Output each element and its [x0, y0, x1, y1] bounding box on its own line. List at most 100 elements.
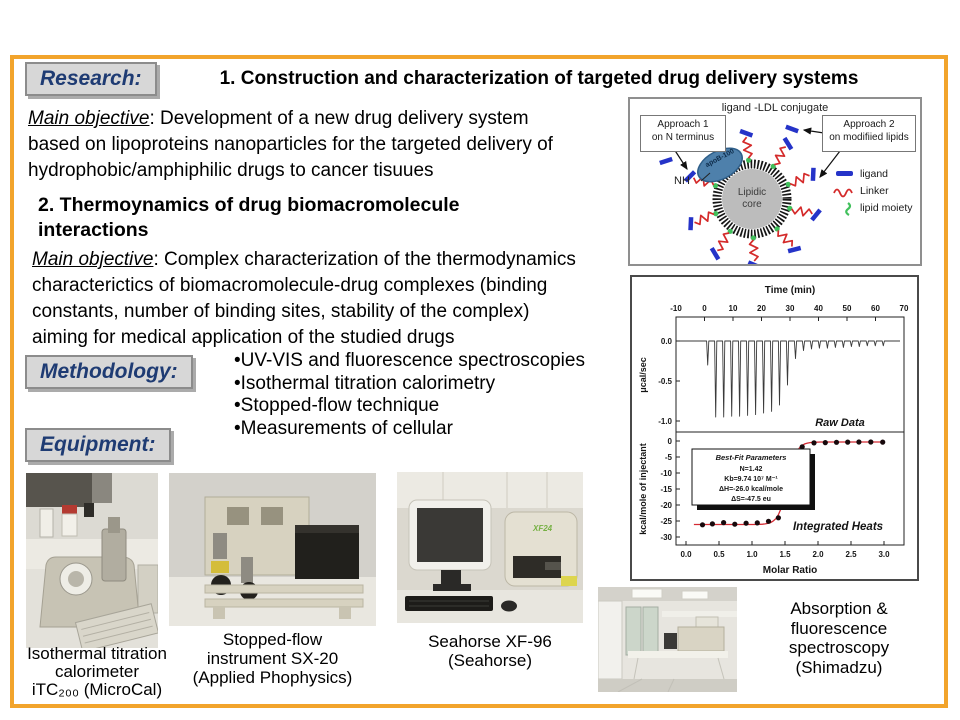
svg-text:Best-Fit Parameters: Best-Fit Parameters [716, 453, 787, 462]
methodology-item: Stopped-flow technique [234, 395, 585, 418]
objective-2: Main objective: Complex characterization… [32, 247, 576, 351]
section-2-title: 2. Thermoynamics of drug biomacromolecul… [38, 193, 460, 243]
objective-1-line: based on lipoproteins nanoparticles for … [28, 134, 553, 155]
objective-1-lead: Main objective [28, 108, 150, 129]
svg-text:Raw Data: Raw Data [815, 417, 865, 429]
objective-2-text: : Complex characterization of the thermo… [153, 249, 576, 270]
methodology-label-box: Methodology: [25, 355, 193, 389]
objective-1-line: hydrophobic/amphiphilic drugs to cancer … [28, 160, 434, 181]
svg-text:50: 50 [843, 304, 852, 313]
caption-line: Absorption & [790, 599, 888, 618]
methodology-item: Measurements of cellular [234, 418, 585, 441]
section-2-line: interactions [38, 219, 149, 241]
caption-line: spectroscopy [788, 638, 890, 657]
svg-text:0.0: 0.0 [680, 550, 692, 559]
svg-text:-10: -10 [670, 304, 682, 313]
objective-1-line: Main objective: Development of a new dru… [28, 106, 553, 132]
objective-1-text: : Development of a new drug delivery sys… [149, 108, 529, 129]
itc-chart-panel: Time (min) -10 0 10 20 30 40 50 60 70 0.0 -0.5 -1.0 μ… [630, 275, 919, 581]
page-title: 1. Construction and characterization of … [219, 68, 859, 89]
approach-1-line: Approach 1 [657, 119, 709, 130]
approach-2-line: Approach 2 [843, 119, 895, 130]
svg-text:3.0: 3.0 [878, 550, 890, 559]
svg-text:2.5: 2.5 [845, 550, 857, 559]
stopped-flow-caption: Stopped-flow instrument SX-20 (Applied P… [169, 630, 376, 687]
svg-text:2.0: 2.0 [812, 550, 824, 559]
equipment-label-box: Equipment: [25, 428, 171, 462]
ldl-diagram-title: ligand -LDL conjugate [721, 102, 829, 114]
objective-2-line: constants, number of binding sites, stab… [32, 301, 530, 322]
svg-text:30: 30 [786, 304, 795, 313]
nh-label: NH [674, 175, 690, 187]
svg-text:Kb=9.74 10⁷ M⁻¹: Kb=9.74 10⁷ M⁻¹ [724, 476, 778, 483]
caption-line: instrument SX-20 [206, 649, 339, 668]
svg-text:40: 40 [814, 304, 823, 313]
svg-text:ΔH=-26.0 kcal/mole: ΔH=-26.0 kcal/mole [719, 486, 783, 493]
svg-text:μcal/sec: μcal/sec [638, 357, 648, 393]
objective-2-line: Main objective: Complex characterization… [32, 247, 576, 273]
ldl-diagram [659, 124, 853, 270]
ldl-diagram-panel: ligand -LDL conjugate Approach 1 on N te… [628, 97, 922, 270]
itc-calorimeter-photo [26, 473, 158, 648]
slide-frame: Research: 1. Construction and characteri… [10, 55, 948, 708]
caption-line: Isothermal titration [27, 644, 167, 663]
caption-line: (Applied Phophysics) [192, 668, 353, 687]
objective-1: Main objective: Development of a new dru… [28, 106, 553, 184]
svg-text:-15: -15 [660, 485, 672, 494]
approach-1-line: on N terminus [651, 131, 715, 143]
svg-text:70: 70 [900, 304, 909, 313]
svg-text:10: 10 [729, 304, 738, 313]
seahorse-photo: XF24 [397, 472, 583, 623]
methodology-list: UV-VIS and fluorescence spectroscopies I… [234, 350, 585, 440]
itc-caption: Isothermal titration calorimeter iTC₂₀₀ … [16, 645, 178, 699]
methodology-label: Methodology: [40, 360, 178, 383]
svg-text:-25: -25 [660, 517, 672, 526]
itc-chart: Time (min) -10 0 10 20 30 40 50 60 70 0.0 -0.5 -1.0 μ… [638, 285, 909, 576]
methodology-item: UV-VIS and fluorescence spectroscopies [234, 350, 585, 373]
section-2-line: 2. Thermoynamics of drug biomacromolecul… [38, 194, 460, 216]
svg-text:ΔS=-47.5 eu: ΔS=-47.5 eu [731, 496, 771, 503]
svg-text:-10: -10 [660, 469, 672, 478]
objective-2-line: characterictics of biomacromolecule-drug… [32, 275, 548, 296]
caption-line: Seahorse XF-96 [428, 632, 552, 651]
caption-line: (Shimadzu) [795, 657, 883, 677]
objective-2-line: aiming for medical application of the st… [32, 327, 455, 348]
svg-text:kcal/mole of injectant: kcal/mole of injectant [638, 443, 648, 535]
research-label: Research: [40, 67, 142, 90]
approach-1-box: Approach 1 on N terminus [640, 115, 726, 152]
svg-text:60: 60 [871, 304, 880, 313]
svg-text:-0.5: -0.5 [658, 377, 672, 386]
caption-line: Stopped-flow [222, 630, 323, 649]
caption-line: fluorescence [790, 618, 888, 638]
svg-text:-5: -5 [665, 453, 673, 462]
svg-text:1.0: 1.0 [746, 550, 758, 559]
svg-text:N=1.42: N=1.42 [740, 466, 763, 473]
seahorse-caption: Seahorse XF-96 (Seahorse) [397, 632, 583, 670]
caption-line: (Seahorse) [447, 651, 533, 670]
caption-line: iTC₂₀₀ (MicroCal) [31, 680, 163, 699]
svg-text:1.5: 1.5 [779, 550, 791, 559]
research-label-box: Research: [25, 62, 157, 96]
svg-text:Time (min): Time (min) [765, 285, 815, 296]
legend-linker-label: Linker [860, 185, 889, 197]
svg-text:Integrated Heats: Integrated Heats [793, 521, 883, 533]
svg-text:20: 20 [757, 304, 766, 313]
svg-text:-20: -20 [660, 501, 672, 510]
legend-lipid-moiety-label: lipid moiety [860, 202, 913, 214]
svg-text:0: 0 [668, 437, 673, 446]
caption-line: calorimeter [54, 662, 140, 681]
approach-2-line: on modifiied lipids [829, 131, 909, 143]
equipment-label: Equipment: [40, 433, 156, 456]
svg-text:0.0: 0.0 [661, 337, 673, 346]
svg-text:Molar Ratio: Molar Ratio [763, 565, 817, 576]
lipidic-core-label: Lipidic core [737, 187, 767, 210]
methodology-item: Isothermal titration calorimetry [234, 373, 585, 396]
spectroscopy-lab-photo [598, 587, 737, 692]
objective-2-lead: Main objective [32, 249, 154, 270]
svg-text:0.5: 0.5 [713, 550, 725, 559]
svg-text:0: 0 [702, 304, 707, 313]
stopped-flow-photo [169, 473, 376, 626]
svg-text:-1.0: -1.0 [658, 417, 672, 426]
device-logo-label: XF24 [533, 524, 553, 533]
svg-text:-30: -30 [660, 533, 672, 542]
